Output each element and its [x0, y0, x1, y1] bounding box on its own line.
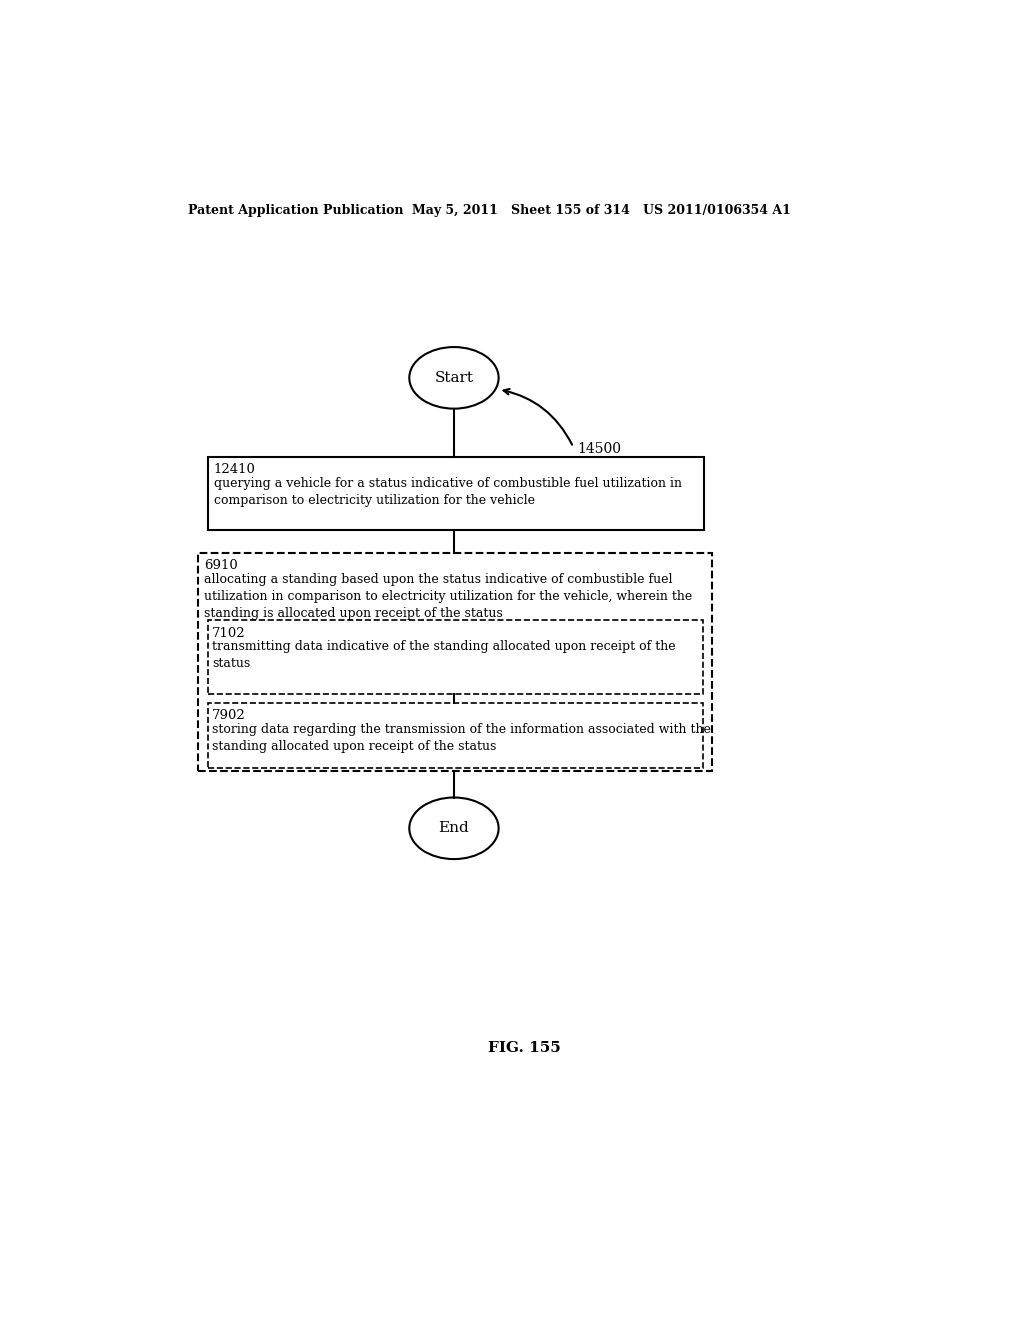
Text: allocating a standing based upon the status indicative of combustible fuel
utili: allocating a standing based upon the sta…: [205, 573, 692, 619]
Text: querying a vehicle for a status indicative of combustible fuel utilization in
co: querying a vehicle for a status indicati…: [214, 478, 682, 507]
Text: transmitting data indicative of the standing allocated upon receipt of the
statu: transmitting data indicative of the stan…: [212, 640, 676, 671]
Text: 14500: 14500: [578, 442, 622, 455]
Text: storing data regarding the transmission of the information associated with the
s: storing data regarding the transmission …: [212, 723, 711, 752]
Text: 12410: 12410: [214, 463, 256, 477]
Text: 7102: 7102: [212, 627, 246, 640]
Text: May 5, 2011   Sheet 155 of 314   US 2011/0106354 A1: May 5, 2011 Sheet 155 of 314 US 2011/010…: [412, 205, 791, 218]
Text: End: End: [438, 821, 469, 836]
Text: Patent Application Publication: Patent Application Publication: [188, 205, 403, 218]
Text: FIG. 155: FIG. 155: [488, 1040, 561, 1055]
Text: Start: Start: [434, 371, 473, 385]
Text: 7902: 7902: [212, 709, 246, 722]
Text: 6910: 6910: [205, 558, 239, 572]
